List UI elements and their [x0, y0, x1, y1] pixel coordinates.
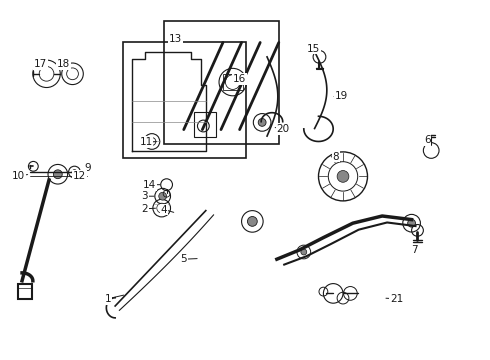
Circle shape: [337, 171, 349, 182]
Text: 1: 1: [104, 294, 111, 304]
Text: 15: 15: [307, 44, 320, 54]
Text: 14: 14: [143, 180, 156, 190]
Text: 21: 21: [390, 294, 404, 304]
Circle shape: [301, 249, 307, 255]
Text: 7: 7: [411, 245, 417, 255]
Text: 9: 9: [84, 163, 91, 174]
Bar: [194, 112, 216, 137]
Circle shape: [408, 219, 416, 227]
Text: 12: 12: [73, 171, 86, 181]
Circle shape: [247, 216, 257, 226]
Circle shape: [159, 192, 167, 200]
Text: 16: 16: [232, 74, 246, 84]
Text: 4: 4: [161, 204, 168, 215]
Text: 17: 17: [33, 59, 47, 69]
Text: 11: 11: [139, 137, 153, 147]
Text: 2: 2: [141, 204, 148, 214]
Bar: [164, 21, 279, 144]
Text: 3: 3: [141, 191, 148, 201]
Bar: [18, 284, 32, 299]
Text: 18: 18: [57, 59, 71, 69]
Text: 19: 19: [335, 91, 348, 102]
Text: 10: 10: [12, 171, 25, 181]
Circle shape: [53, 170, 62, 179]
Bar: [223, 74, 243, 90]
Text: 5: 5: [180, 254, 187, 264]
Text: 6: 6: [424, 135, 431, 145]
Circle shape: [258, 118, 266, 126]
Text: 13: 13: [169, 34, 182, 44]
Circle shape: [72, 170, 77, 175]
Text: 20: 20: [277, 124, 290, 134]
Bar: [123, 42, 246, 158]
Text: 8: 8: [332, 152, 339, 162]
